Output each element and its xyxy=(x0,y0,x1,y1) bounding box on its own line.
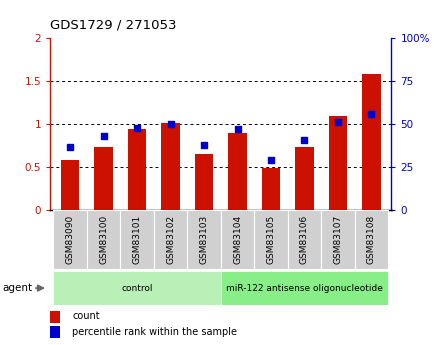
Bar xyxy=(362,74,380,210)
Bar xyxy=(194,155,213,210)
Point xyxy=(334,120,341,125)
Point xyxy=(367,111,374,117)
Bar xyxy=(261,168,279,210)
Text: GSM83101: GSM83101 xyxy=(132,215,141,264)
Bar xyxy=(354,210,387,269)
Text: GSM83102: GSM83102 xyxy=(166,215,174,264)
Bar xyxy=(295,147,313,210)
Text: GSM83107: GSM83107 xyxy=(333,215,342,264)
Point xyxy=(267,158,274,163)
Bar xyxy=(120,210,154,269)
Text: miR-122 antisense oligonucleotide: miR-122 antisense oligonucleotide xyxy=(226,284,382,293)
Text: GDS1729 / 271053: GDS1729 / 271053 xyxy=(50,19,176,32)
Point xyxy=(300,137,307,142)
Text: agent: agent xyxy=(2,283,32,293)
Bar xyxy=(53,271,220,305)
Point xyxy=(200,142,207,148)
Bar xyxy=(228,133,246,210)
Bar xyxy=(220,271,387,305)
Point xyxy=(133,125,140,130)
Point xyxy=(167,121,174,127)
Point xyxy=(233,127,240,132)
Text: GSM83100: GSM83100 xyxy=(99,215,108,264)
Bar xyxy=(253,210,287,269)
Bar xyxy=(53,210,87,269)
Bar xyxy=(220,210,253,269)
Text: percentile rank within the sample: percentile rank within the sample xyxy=(72,327,237,337)
Bar xyxy=(128,128,146,210)
Text: GSM83108: GSM83108 xyxy=(366,215,375,264)
Bar xyxy=(61,159,79,210)
Bar xyxy=(154,210,187,269)
Text: GSM83105: GSM83105 xyxy=(266,215,275,264)
Text: GSM83106: GSM83106 xyxy=(299,215,308,264)
Text: GSM83090: GSM83090 xyxy=(66,215,75,264)
Bar xyxy=(50,310,60,323)
Bar xyxy=(161,123,179,210)
Bar xyxy=(187,210,220,269)
Bar xyxy=(94,147,112,210)
Text: control: control xyxy=(121,284,152,293)
Text: GSM83104: GSM83104 xyxy=(233,215,241,264)
Point xyxy=(66,144,73,149)
Bar xyxy=(50,326,60,338)
Point xyxy=(100,134,107,139)
Bar xyxy=(87,210,120,269)
Text: count: count xyxy=(72,312,100,321)
Bar xyxy=(328,117,346,210)
Text: GSM83103: GSM83103 xyxy=(199,215,208,264)
Bar xyxy=(320,210,354,269)
Bar xyxy=(287,210,320,269)
